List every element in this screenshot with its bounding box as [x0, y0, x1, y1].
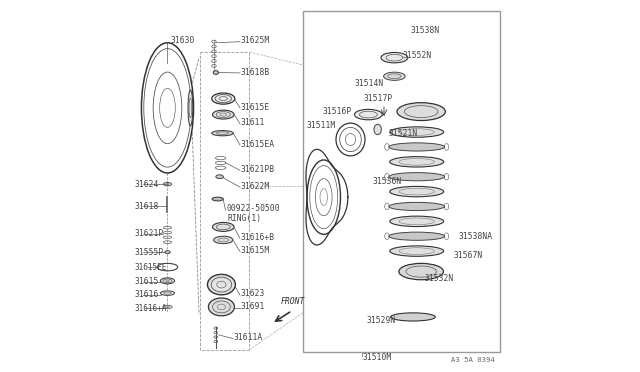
Text: 31615M: 31615M	[241, 246, 270, 255]
Text: 31621P: 31621P	[135, 229, 164, 238]
Ellipse shape	[390, 313, 435, 321]
Ellipse shape	[212, 110, 234, 119]
Ellipse shape	[397, 103, 445, 121]
Ellipse shape	[389, 232, 445, 240]
Text: 31555P: 31555P	[135, 248, 164, 257]
Text: 31630: 31630	[170, 36, 195, 45]
Text: 31511M: 31511M	[306, 121, 335, 130]
Ellipse shape	[381, 52, 408, 63]
Text: 00922-50500: 00922-50500	[227, 204, 280, 213]
Text: 31691: 31691	[241, 302, 265, 311]
Text: 31567N: 31567N	[454, 251, 483, 260]
Text: 31621PB: 31621PB	[241, 165, 275, 174]
Text: 31622M: 31622M	[241, 182, 270, 190]
Ellipse shape	[207, 275, 236, 295]
Ellipse shape	[390, 216, 444, 227]
Ellipse shape	[390, 127, 444, 137]
Text: 31616: 31616	[135, 290, 159, 299]
Ellipse shape	[161, 291, 175, 295]
Text: 31625M: 31625M	[241, 36, 270, 45]
Text: 31552N: 31552N	[403, 51, 432, 60]
Bar	[303, 11, 500, 352]
Text: 31510M: 31510M	[362, 353, 392, 362]
Ellipse shape	[355, 109, 382, 120]
Text: 31615EE: 31615EE	[135, 263, 167, 272]
Ellipse shape	[389, 173, 445, 181]
Ellipse shape	[389, 202, 445, 211]
Ellipse shape	[161, 278, 175, 284]
Ellipse shape	[389, 143, 445, 151]
Text: 31624: 31624	[135, 180, 159, 189]
Ellipse shape	[374, 124, 381, 135]
Text: 31611: 31611	[241, 118, 265, 127]
Ellipse shape	[213, 71, 218, 74]
Text: 31618B: 31618B	[241, 68, 270, 77]
Text: 31615EA: 31615EA	[241, 140, 275, 149]
Text: 31616+A: 31616+A	[135, 304, 167, 312]
Ellipse shape	[214, 236, 233, 244]
Text: 31616+B: 31616+B	[241, 233, 275, 242]
Text: 31623: 31623	[241, 289, 265, 298]
Ellipse shape	[188, 90, 193, 126]
Text: 31611A: 31611A	[234, 333, 263, 342]
Ellipse shape	[212, 197, 223, 201]
Ellipse shape	[212, 93, 235, 104]
Text: 31516P: 31516P	[323, 107, 352, 116]
Text: 31521N: 31521N	[389, 129, 418, 138]
Text: FRONT: FRONT	[281, 297, 305, 306]
Ellipse shape	[212, 131, 234, 136]
Ellipse shape	[390, 157, 444, 167]
Text: 31615: 31615	[135, 278, 159, 286]
Text: 31538NA: 31538NA	[458, 232, 493, 241]
Text: 31514N: 31514N	[354, 79, 383, 88]
Text: 31538N: 31538N	[411, 26, 440, 35]
Text: 31618: 31618	[135, 202, 159, 211]
Ellipse shape	[390, 246, 444, 256]
Ellipse shape	[212, 222, 234, 231]
Text: 31615E: 31615E	[241, 103, 270, 112]
Ellipse shape	[165, 251, 170, 254]
Ellipse shape	[383, 72, 405, 80]
Ellipse shape	[209, 298, 234, 316]
Text: RING(1): RING(1)	[228, 214, 262, 223]
Text: 31532N: 31532N	[425, 274, 454, 283]
Ellipse shape	[216, 175, 223, 179]
Ellipse shape	[399, 263, 444, 280]
Text: 31536N: 31536N	[373, 177, 402, 186]
Ellipse shape	[390, 186, 444, 197]
Text: 31529N: 31529N	[366, 316, 396, 325]
Text: A3 5A 0394: A3 5A 0394	[451, 357, 495, 363]
Text: 31517P: 31517P	[364, 94, 393, 103]
